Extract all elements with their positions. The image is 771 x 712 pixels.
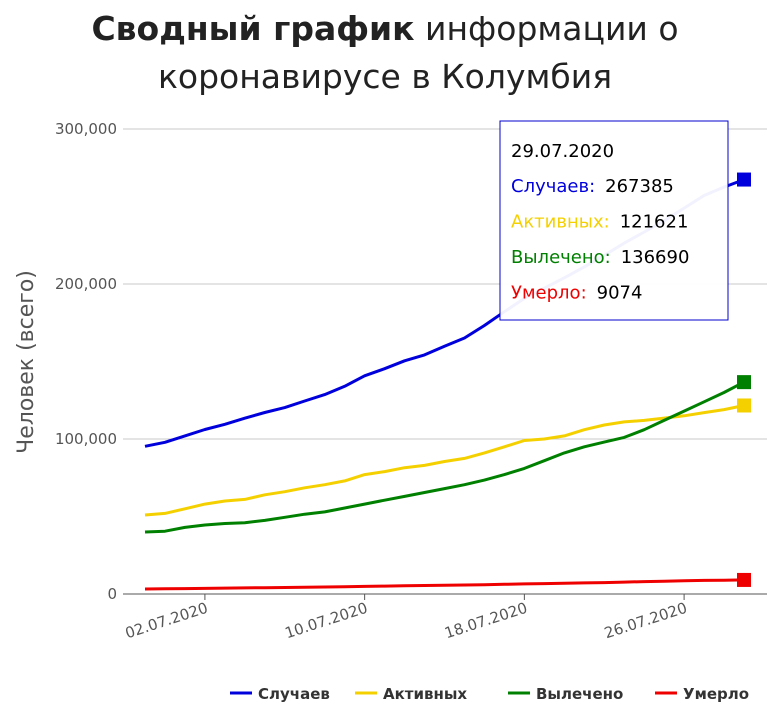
chart-title-line1: Сводный график информации о [91,9,678,48]
legend-label: Вылечено [536,685,623,703]
series-end-markers [737,172,751,587]
series-line [144,578,745,591]
series-line [144,380,745,534]
x-axis-ticks: 02.07.2020 10.07.2020 18.07.2020 26.07.2020 [123,594,689,642]
legend-label: Умерло [683,685,749,703]
x-tick-label: 02.07.2020 [123,599,210,643]
y-tick-label: 200,000 [55,275,117,293]
tooltip-row-value: 9074 [597,283,643,304]
y-tick-label: 300,000 [55,120,117,138]
series-end-marker [737,572,751,587]
legend-label: Случаев [258,685,330,703]
tooltip-row: Умерло: 9074 [511,283,642,304]
tooltip-row: Активных: 121621 [511,212,688,233]
tooltip-row-label: Умерло: [511,283,587,304]
chart-title-line2: коронавирусе в Колумбия [158,57,612,96]
chart-title-bold: Сводный график [91,9,414,48]
series-end-marker [737,375,751,390]
tooltip-date: 29.07.2020 [511,141,614,162]
chart-title-rest: информации о [425,9,679,48]
y-tick-label: 0 [107,585,117,603]
x-tick-label: 10.07.2020 [283,599,370,643]
tooltip-rows: Случаев: 267385 Активных: 121621 Вылечено: 13… [511,176,689,304]
tooltip-row-label: Вылечено: [511,247,611,268]
series-line [144,404,745,517]
tooltip-row: Вылечено: 136690 [511,247,689,268]
tooltip-row-value: 121621 [620,212,689,233]
tooltip-box [499,120,729,321]
legend: Случаев Активных Вылечено Умерло [230,685,749,703]
series-end-marker [737,398,751,413]
y-tick-label: 100,000 [55,430,117,448]
tooltip-row: Случаев: 267385 [511,176,674,197]
tooltip-row-value: 136690 [621,247,690,268]
tooltip-row-label: Случаев: [511,176,595,197]
legend-label: Активных [383,685,467,703]
tooltip: 29.07.2020 Случаев: 267385 Активных: 121621… [499,120,729,321]
y-axis-ticks: 0 100,000 200,000 300,000 [55,120,117,603]
series-end-marker [737,172,751,187]
x-tick-label: 26.07.2020 [602,599,689,643]
tooltip-row-value: 267385 [605,176,674,197]
tooltip-row-label: Активных: [511,212,610,233]
x-tick-label: 18.07.2020 [442,599,529,643]
y-axis-label: Человек (всего) [14,270,39,454]
